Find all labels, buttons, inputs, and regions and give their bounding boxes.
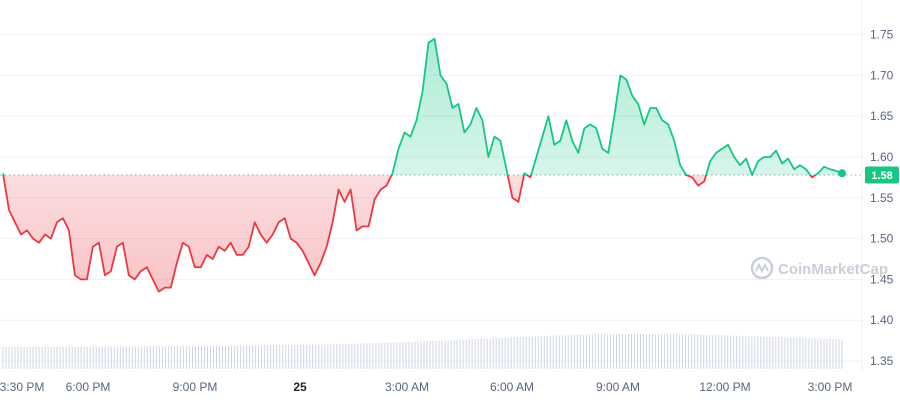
price-line-up: [2, 37, 843, 175]
current-price-badge-bg: [865, 166, 899, 184]
y-tick-label: 1.55: [870, 191, 894, 205]
current-price-label: 1.58: [871, 170, 892, 182]
x-tick-label: 3:00 AM: [385, 380, 429, 394]
x-tick-label: 3:30 PM: [0, 380, 44, 394]
x-tick-label: 3:00 PM: [808, 380, 853, 394]
y-tick-label: 1.45: [870, 272, 894, 286]
price-line: [2, 37, 843, 293]
price-line-down: [2, 174, 818, 293]
y-tick-label: 1.60: [870, 150, 894, 164]
current-price-badge: 1.58: [865, 166, 899, 184]
area-above-baseline: [3, 38, 842, 175]
current-price-marker: [838, 169, 846, 178]
area-below-baseline: [3, 174, 842, 292]
x-tick-label: 25: [293, 380, 307, 394]
coinmarketcap-watermark: CoinMarketCap: [750, 256, 888, 280]
coinmarketcap-logo-wave: [755, 262, 769, 274]
y-tick-label: 1.50: [870, 232, 894, 246]
current-price-dot: [838, 169, 846, 178]
y-tick-label: 1.35: [870, 354, 894, 368]
watermark-text: CoinMarketCap: [778, 261, 888, 278]
x-axis: 3:30 PM 6:00 PM 9:00 PM 25 3:00 AM 6:00 AM 9:0…: [0, 380, 852, 394]
coinmarketcap-logo-icon: [750, 256, 774, 280]
y-tick-label: 1.75: [870, 28, 894, 42]
y-tick-label: 1.40: [870, 313, 894, 327]
x-tick-label: 6:00 PM: [66, 380, 111, 394]
volume-bars: [2, 334, 843, 369]
x-tick-label: 9:00 AM: [596, 380, 640, 394]
x-tick-label: 9:00 PM: [173, 380, 218, 394]
x-tick-label: 12:00 PM: [699, 380, 750, 394]
y-tick-label: 1.70: [870, 68, 894, 82]
price-area-fill: [3, 38, 842, 292]
y-axis: 1.35 1.40 1.45 1.50 1.55 1.60 1.65 1.70 1.75: [870, 28, 894, 368]
y-tick-label: 1.65: [870, 109, 894, 123]
x-tick-label: 6:00 AM: [490, 380, 534, 394]
